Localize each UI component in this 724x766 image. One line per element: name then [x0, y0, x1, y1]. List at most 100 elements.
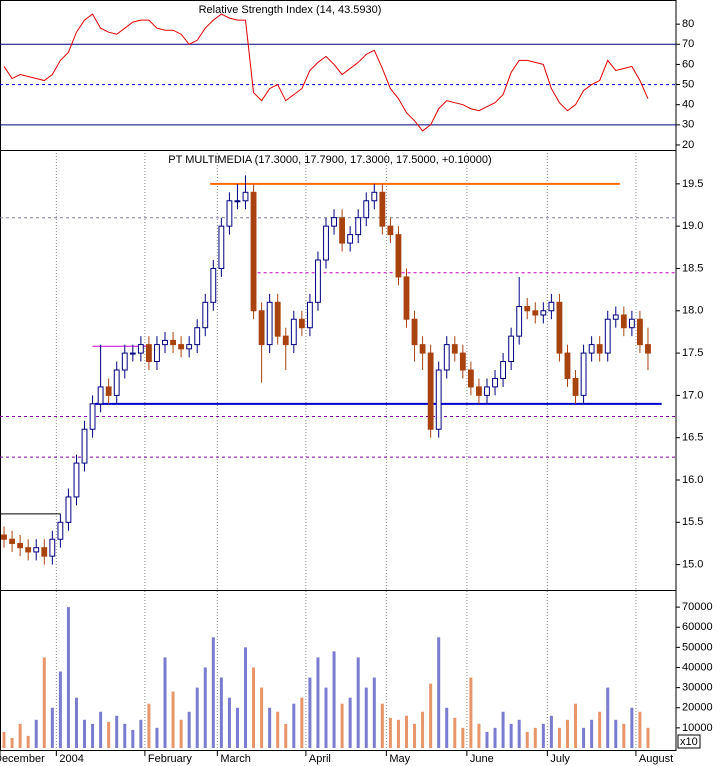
candle-body [49, 538, 56, 557]
y-tick-label: 40000 [682, 661, 713, 673]
volume-bar [171, 691, 175, 748]
volume-bar [477, 723, 481, 748]
y-tick-label: 10000 [682, 722, 713, 734]
candle-body [435, 369, 442, 430]
volume-bar [404, 715, 408, 748]
volume-bar [26, 735, 30, 748]
candle-body [500, 361, 507, 379]
candle-body [306, 301, 313, 329]
candle-body [556, 301, 563, 354]
candle-body [226, 200, 233, 227]
candle-body [218, 225, 225, 269]
volume-bar [332, 651, 336, 748]
candle-body [9, 538, 15, 544]
volume-bar [437, 637, 441, 748]
y-tick-label: 40 [682, 99, 694, 111]
candle-body [65, 496, 72, 523]
candle-body [323, 225, 329, 261]
candle-body [234, 200, 241, 203]
candle-body [81, 428, 88, 464]
volume-bar [58, 671, 62, 748]
volume-bar [533, 727, 537, 748]
candle-body [588, 344, 595, 354]
candle-body [411, 318, 418, 346]
y-tick-label: 50 [682, 78, 694, 90]
x-tick-label: August [639, 753, 673, 765]
volume-bar [340, 703, 344, 748]
volume-bar [517, 719, 521, 748]
y-tick-label: 17.0 [682, 389, 703, 401]
candle-body [315, 259, 321, 303]
candle-body [121, 352, 128, 371]
candle-body [516, 306, 523, 337]
volume-bar [509, 723, 513, 748]
panel-frame [0, 590, 677, 751]
y-tick-label: 15.5 [682, 516, 703, 528]
y-tick-label: 20 [682, 139, 694, 151]
volume-bar [179, 719, 183, 748]
x-tick-label: July [550, 753, 570, 765]
candle-body [395, 234, 402, 278]
volume-bar [163, 657, 167, 748]
candle-body [564, 352, 571, 379]
volume-bar [244, 647, 248, 748]
volume-bar [203, 667, 207, 748]
volume-bar [107, 721, 111, 748]
volume-bar [348, 697, 352, 748]
volume-bar [2, 731, 6, 748]
candle-body [97, 386, 104, 405]
candle-body [298, 318, 305, 329]
candle-body [596, 344, 603, 354]
panel-title: PT MULTIMEDIA (17.3000, 17.7900, 17.3000… [168, 154, 491, 166]
candle-body [242, 191, 249, 202]
candle-body [532, 310, 539, 316]
candle-body [419, 344, 426, 354]
volume-bar [139, 719, 143, 748]
y-tick-label: 16.0 [682, 474, 703, 486]
y-multiplier-label: x10 [680, 736, 698, 748]
candle-body [548, 301, 555, 312]
volume-bar [131, 729, 135, 748]
volume-bar [445, 707, 449, 748]
candle-body [363, 200, 370, 219]
volume-bar [380, 703, 384, 748]
x-tick-label: May [389, 753, 410, 765]
volume-bar [252, 667, 256, 748]
volume-bar [541, 723, 545, 748]
volume-bar [99, 711, 103, 748]
candle-body [113, 369, 120, 396]
volume-bar [268, 707, 272, 748]
volume-bar [413, 723, 417, 748]
x-tick-label: 2004 [59, 753, 83, 765]
candle-body [443, 344, 450, 371]
volume-bar [300, 697, 304, 748]
candle-body [210, 267, 217, 303]
candle-body [250, 191, 257, 312]
candle-body [282, 335, 289, 346]
candle-body [105, 386, 112, 396]
candle-body [41, 547, 48, 557]
x-tick-label: March [220, 753, 251, 765]
candle-body [524, 306, 531, 312]
candle-body [645, 344, 651, 354]
volume-bar [525, 731, 529, 748]
volume-bar [614, 719, 618, 748]
y-tick-label: 19.0 [682, 220, 703, 232]
volume-bar [316, 657, 320, 748]
volume-bar [582, 727, 586, 748]
candle-body [17, 542, 24, 549]
y-tick-label: 18.0 [682, 305, 703, 317]
volume-bar [630, 707, 634, 748]
rsi-line [3, 13, 649, 132]
x-tick-label: December [0, 753, 45, 765]
y-tick-label: 30 [682, 119, 694, 131]
y-tick-label: 19.5 [682, 178, 703, 190]
volume-bar [549, 715, 553, 748]
volume-bar [211, 637, 215, 748]
volume-bar [324, 687, 328, 748]
volume-bar [485, 731, 489, 748]
candle-body [73, 462, 80, 498]
volume-bar [396, 719, 400, 748]
volume-bar [66, 607, 70, 748]
